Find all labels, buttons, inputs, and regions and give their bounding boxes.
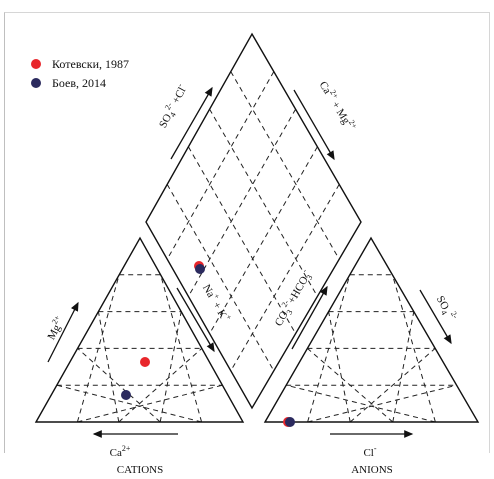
- diamond-gridline-a: [166, 184, 275, 372]
- cation-point-kotevski: [140, 357, 150, 367]
- anion-grid: [286, 274, 457, 423]
- legend-marker-kotevski: [31, 59, 41, 69]
- cation-triangle: [34, 236, 245, 423]
- na-k-label: Na+ + K+: [200, 281, 234, 325]
- cation-gridline-left: [56, 384, 202, 423]
- ca-label: Ca2+: [110, 444, 131, 459]
- so4cl-arrow: [170, 86, 213, 160]
- anion-gridline-right: [349, 348, 436, 423]
- anion-gridline-left: [307, 348, 394, 423]
- diamond-gridline-a: [187, 146, 297, 334]
- ca-mg-label: Ca2+ + Mg2+: [317, 78, 360, 134]
- anion-gridline-right: [307, 384, 457, 423]
- anions-label: ANIONS: [351, 464, 393, 476]
- anion-gridline-left: [286, 384, 436, 423]
- cl-label: Cl-: [363, 444, 376, 459]
- diamond-outline: [145, 32, 362, 410]
- anion-gridline-right: [391, 274, 436, 423]
- anion-triangle: [263, 236, 480, 423]
- anion-gridline-left: [328, 311, 351, 423]
- cation-gridline-right: [160, 274, 203, 423]
- diamond-gridline-b: [230, 184, 340, 372]
- mg-label: Mg2+: [43, 313, 68, 341]
- co3-arrow: [291, 285, 328, 350]
- anion-gridline-right: [392, 311, 415, 423]
- cation-gridline-right: [118, 348, 203, 423]
- so4-cl-label: SO42- +Cl-: [154, 81, 191, 131]
- diamond-gridline-a: [230, 71, 340, 260]
- diamond-gridline-b: [209, 146, 318, 334]
- cation-triangle-outline: [34, 236, 245, 423]
- axis-arrows: [47, 86, 452, 438]
- axis-labels: Mg2+ Ca2+ CATIONS Cl- ANIONS SO42- SO42-…: [43, 78, 460, 476]
- legend-label-boev: Боев, 2014: [52, 76, 106, 90]
- cation-gridline-right: [159, 311, 182, 423]
- nak-arrow: [176, 287, 215, 353]
- figure-frame: [4, 12, 490, 453]
- camg-arrow: [293, 89, 335, 161]
- sample-points: [121, 261, 295, 427]
- diamond: [145, 32, 362, 410]
- diamond-grid: [166, 71, 340, 372]
- mg-arrow: [47, 301, 79, 363]
- co3-hco3-label: CO32-+HCO3-: [270, 267, 316, 330]
- legend-marker-boev: [31, 78, 41, 88]
- anion-triangle-outline: [263, 236, 480, 423]
- cation-gridline-left: [77, 348, 161, 423]
- cations-label: CATIONS: [117, 464, 163, 476]
- anion-point-boev: [285, 417, 295, 427]
- legend: Котевски, 1987 Боев, 2014: [31, 57, 129, 90]
- so4-right-arrow: [419, 289, 452, 345]
- cation-point-boev: [121, 390, 131, 400]
- diamond-gridline-a: [209, 108, 318, 297]
- diamond-point-boev: [195, 264, 205, 274]
- cation-grid: [56, 274, 223, 423]
- so4-right-label: SO42-: [432, 292, 460, 324]
- cation-gridline-right: [77, 384, 223, 423]
- cation-gridline-left: [97, 311, 120, 423]
- legend-label-kotevski: Котевски, 1987: [52, 57, 129, 71]
